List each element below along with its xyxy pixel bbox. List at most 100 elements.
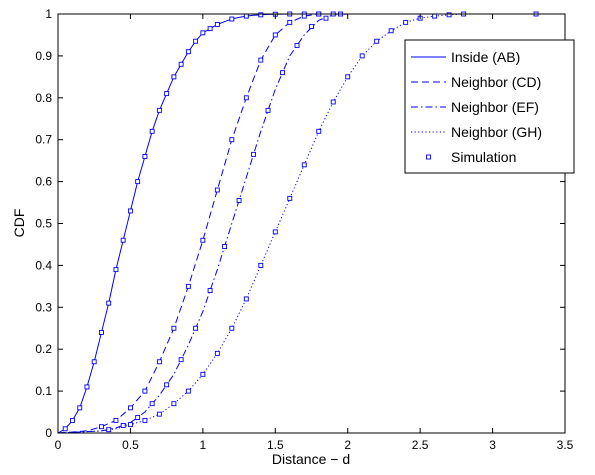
simulation-marker	[113, 267, 119, 273]
simulation-marker	[193, 325, 199, 331]
simulation-marker	[164, 382, 170, 388]
legend-entries: Inside (AB) Neighbor (CD) Neighbor (EF) Nei…	[411, 49, 542, 165]
simulation-marker	[243, 95, 249, 101]
simulation-marker	[207, 26, 213, 32]
y-tick-label: 0.9	[35, 49, 52, 63]
simulation-marker	[178, 357, 184, 363]
y-tick-label: 0.8	[35, 91, 52, 105]
simulation-marker	[214, 22, 220, 27]
simulation-marker	[272, 229, 278, 235]
simulation-marker	[258, 262, 264, 268]
simulation-marker	[229, 137, 235, 143]
simulation-marker	[432, 13, 438, 19]
y-tick-label: 0.3	[35, 300, 52, 314]
simulation-marker	[149, 401, 155, 407]
x-tick-label: 2.5	[412, 438, 429, 452]
simulation-marker	[294, 42, 300, 48]
legend: Inside (AB) Neighbor (CD) Neighbor (EF) Nei…	[404, 39, 575, 174]
simulation-marker	[287, 195, 293, 201]
x-tick-label: 3	[489, 438, 496, 452]
simulation-marker	[316, 128, 322, 134]
simulation-marker	[236, 197, 242, 203]
legend-label-3: Neighbor (EF)	[451, 99, 539, 115]
simulation-marker	[142, 417, 148, 423]
y-tick-label: 0.1	[35, 384, 52, 398]
x-tick-label: 0.5	[122, 438, 139, 452]
y-axis-label: CDF	[11, 209, 27, 238]
simulation-marker	[301, 162, 307, 168]
simulation-marker	[200, 30, 206, 36]
tick-layer: 0 0.5 1 1.5 2 2.5 3 3.5 0 0.1 0.2 0.3 0.4 0.5 0.6 0.7 0.…	[35, 7, 573, 452]
simulation-marker	[99, 329, 104, 335]
simulation-marker	[243, 13, 249, 19]
simulation-marker	[178, 61, 184, 67]
simulation-marker	[84, 384, 90, 390]
marker-layer	[62, 11, 539, 433]
simulation-marker	[309, 24, 314, 30]
x-tick-label: 3.5	[557, 438, 574, 452]
simulation-marker	[251, 151, 257, 157]
legend-swatch-marker	[426, 154, 431, 160]
simulation-marker	[214, 350, 220, 356]
simulation-marker	[171, 401, 177, 407]
x-tick-label: 1	[200, 438, 207, 452]
simulation-marker	[91, 359, 97, 365]
simulation-marker	[301, 13, 307, 19]
legend-box	[404, 39, 575, 174]
series-line-2	[57, 13, 537, 434]
simulation-marker	[243, 296, 249, 302]
legend-label-2: Neighbor (CD)	[451, 74, 541, 90]
simulation-marker	[149, 128, 155, 134]
simulation-marker	[403, 19, 409, 25]
simulation-marker	[120, 237, 126, 243]
simulation-marker	[258, 12, 264, 18]
y-tick-label: 0.4	[35, 258, 52, 272]
simulation-marker	[135, 415, 141, 420]
simulation-marker	[99, 424, 104, 430]
simulation-marker	[323, 15, 329, 21]
simulation-marker	[135, 179, 141, 185]
simulation-marker	[164, 91, 170, 97]
simulation-marker	[446, 12, 452, 18]
simulation-marker	[374, 38, 380, 44]
simulation-marker	[113, 417, 119, 423]
simulation-marker	[171, 74, 177, 80]
x-tick-label: 1.5	[267, 438, 284, 452]
simulation-marker	[287, 19, 293, 25]
y-tick-label: 0	[45, 426, 52, 440]
simulation-marker	[106, 300, 112, 306]
simulation-marker	[156, 107, 162, 113]
simulation-marker	[185, 49, 191, 55]
simulation-marker	[120, 423, 126, 428]
simulation-marker	[200, 371, 206, 377]
x-tick-label: 0	[55, 438, 62, 452]
simulation-marker	[142, 388, 148, 394]
simulation-marker	[207, 288, 213, 293]
legend-label-4: Neighbor (GH)	[451, 124, 542, 140]
simulation-marker	[258, 57, 264, 63]
simulation-marker	[193, 38, 199, 44]
simulation-marker	[77, 405, 83, 411]
simulation-marker	[127, 405, 133, 411]
simulation-marker	[106, 427, 112, 433]
simulation-marker	[214, 187, 220, 193]
simulation-marker	[330, 99, 336, 105]
simulation-marker	[345, 74, 351, 80]
simulation-marker	[388, 28, 394, 34]
simulation-marker	[229, 325, 235, 331]
simulation-marker	[272, 32, 278, 38]
simulation-marker	[185, 388, 191, 394]
simulation-marker	[156, 359, 162, 365]
simulation-marker	[200, 237, 206, 243]
simulation-marker	[265, 107, 271, 113]
y-tick-label: 0.5	[35, 217, 52, 231]
y-tick-label: 0.2	[35, 342, 52, 356]
x-axis-label: Distance − d	[272, 451, 350, 467]
simulation-marker	[156, 411, 162, 417]
simulation-marker	[171, 325, 177, 331]
simulation-marker	[280, 70, 285, 76]
x-tick-label: 2	[344, 438, 351, 452]
simulation-marker	[229, 16, 235, 22]
